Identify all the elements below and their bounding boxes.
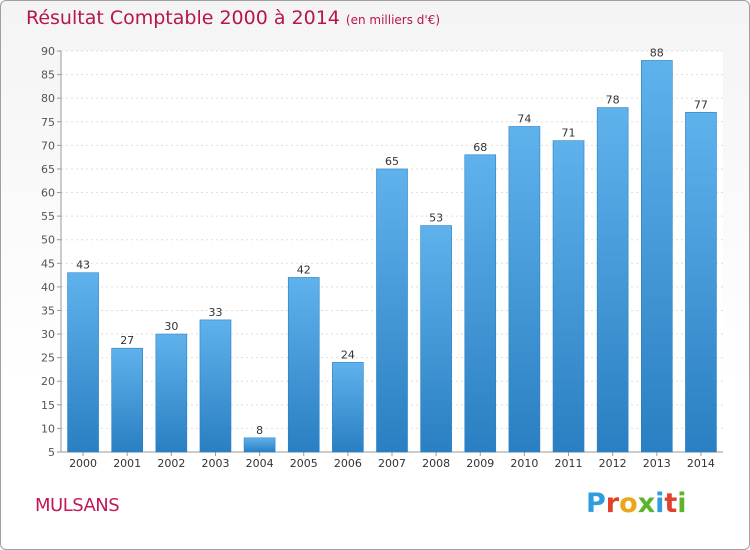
y-tick-label: 15 bbox=[41, 399, 55, 412]
x-tick-label-2007: 2007 bbox=[378, 457, 406, 470]
chart-title-text: Résultat Comptable 2000 à 2014 bbox=[26, 7, 340, 29]
logo-letter: i bbox=[655, 488, 665, 519]
x-tick-label-2012: 2012 bbox=[599, 457, 627, 470]
proxiti-logo: Proxiti bbox=[586, 488, 687, 519]
logo-letter: P bbox=[586, 488, 606, 519]
data-label-2013: 88 bbox=[650, 46, 664, 59]
y-tick-label: 65 bbox=[41, 163, 55, 176]
data-label-2000: 43 bbox=[76, 259, 90, 272]
data-label-2003: 33 bbox=[208, 306, 222, 319]
bar-2014 bbox=[685, 112, 717, 453]
chart-title: Résultat Comptable 2000 à 2014 (en millie… bbox=[26, 7, 440, 29]
y-tick-label: 45 bbox=[41, 257, 55, 270]
bar-2001 bbox=[111, 347, 143, 453]
data-label-2010: 74 bbox=[517, 112, 531, 125]
y-tick-label: 55 bbox=[41, 210, 55, 223]
logo-letter: o bbox=[619, 488, 638, 519]
bar-2008 bbox=[420, 225, 452, 453]
x-tick-label-2006: 2006 bbox=[334, 457, 362, 470]
data-label-2014: 77 bbox=[694, 98, 708, 111]
logo-letter: x bbox=[637, 488, 656, 519]
y-tick-label: 20 bbox=[41, 375, 55, 388]
bar-2000 bbox=[67, 272, 99, 453]
y-tick-label: 80 bbox=[41, 92, 55, 105]
y-tick-label: 85 bbox=[41, 69, 55, 82]
data-label-2012: 78 bbox=[606, 94, 620, 107]
x-tick-label-2005: 2005 bbox=[290, 457, 318, 470]
x-tick-label-2000: 2000 bbox=[69, 457, 97, 470]
y-tick-label: 70 bbox=[41, 139, 55, 152]
y-tick-label: 50 bbox=[41, 234, 55, 247]
logo-letter: i bbox=[677, 488, 687, 519]
x-tick-label-2011: 2011 bbox=[555, 457, 583, 470]
x-tick-label-2001: 2001 bbox=[113, 457, 141, 470]
y-tick-label: 75 bbox=[41, 116, 55, 129]
data-label-2007: 65 bbox=[385, 155, 399, 168]
bar-2004 bbox=[243, 437, 276, 453]
data-label-2009: 68 bbox=[473, 141, 487, 154]
y-tick-label: 30 bbox=[41, 328, 55, 341]
x-tick-label-2014: 2014 bbox=[687, 457, 715, 470]
logo-letter: t bbox=[664, 488, 678, 519]
data-label-2011: 71 bbox=[562, 127, 576, 140]
y-tick-label: 10 bbox=[41, 422, 55, 435]
y-tick-label: 40 bbox=[41, 281, 55, 294]
x-tick-label-2009: 2009 bbox=[466, 457, 494, 470]
bar-2011 bbox=[552, 140, 585, 453]
data-label-2004: 8 bbox=[256, 424, 263, 437]
town-name: MULSANS bbox=[35, 495, 120, 516]
bar-2005 bbox=[287, 277, 320, 453]
x-tick-label-2008: 2008 bbox=[422, 457, 450, 470]
bar-2012 bbox=[596, 107, 629, 453]
bar-2007 bbox=[376, 168, 408, 453]
data-label-2005: 42 bbox=[297, 263, 311, 276]
data-label-2006: 24 bbox=[341, 348, 355, 361]
y-tick-label: 60 bbox=[41, 187, 55, 200]
y-tick-label: 90 bbox=[41, 45, 55, 58]
y-tick-label: 5 bbox=[48, 446, 55, 459]
x-tick-label-2002: 2002 bbox=[157, 457, 185, 470]
chart-unit: (en milliers d'€) bbox=[345, 13, 441, 27]
y-tick-label: 35 bbox=[41, 304, 55, 317]
bar-2003 bbox=[199, 319, 232, 453]
data-label-2008: 53 bbox=[429, 212, 443, 225]
bar-2006 bbox=[332, 362, 364, 453]
bar-2009 bbox=[464, 154, 497, 453]
bar-2002 bbox=[155, 333, 188, 453]
labels: 5 10 15 20 25 30 35 40 45 50 55 60 65 70 75 80 85 90 43 200… bbox=[41, 45, 715, 470]
x-tick-label-2003: 2003 bbox=[201, 457, 229, 470]
bar-2013 bbox=[640, 60, 673, 453]
data-label-2002: 30 bbox=[164, 320, 178, 333]
logo-letter: r bbox=[605, 488, 620, 519]
y-tick-label: 25 bbox=[41, 352, 55, 365]
bars bbox=[67, 60, 717, 453]
x-tick-label-2004: 2004 bbox=[246, 457, 274, 470]
x-tick-label-2010: 2010 bbox=[510, 457, 538, 470]
data-label-2001: 27 bbox=[120, 334, 134, 347]
bar-2010 bbox=[508, 126, 541, 453]
x-tick-label-2013: 2013 bbox=[643, 457, 671, 470]
